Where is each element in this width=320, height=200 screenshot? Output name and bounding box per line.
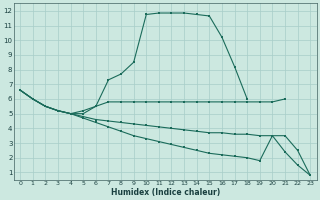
X-axis label: Humidex (Indice chaleur): Humidex (Indice chaleur)	[111, 188, 220, 197]
